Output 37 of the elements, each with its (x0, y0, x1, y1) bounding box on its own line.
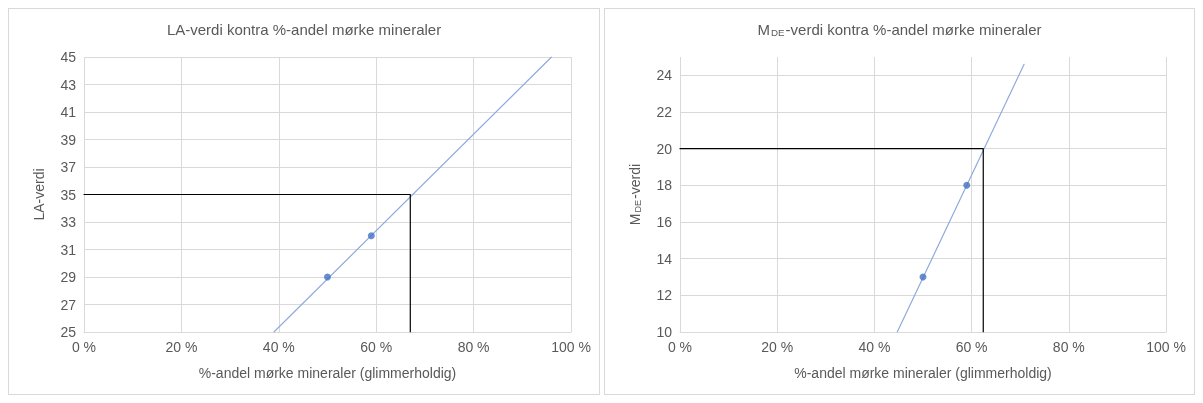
y-tick-label: 10 (656, 324, 673, 340)
y-tick-label: 14 (656, 250, 673, 267)
x-tick-label: 20 % (761, 339, 794, 355)
x-axis-title: %-andel mørke mineraler (glimmerholdig) (794, 365, 1052, 381)
x-tick-label: 100 % (1146, 339, 1186, 355)
y-tick-label: 43 (60, 76, 77, 93)
x-tick-label: 60 % (955, 339, 988, 355)
y-axis-title: LA-verdi (31, 168, 47, 221)
y-tick-label: 45 (60, 49, 77, 65)
x-tick-label: 60 % (360, 339, 393, 355)
y-tick-label: 16 (656, 214, 673, 230)
y-tick-label: 29 (60, 269, 77, 285)
x-tick-label: 0 % (667, 339, 693, 355)
y-tick-label: 39 (60, 131, 77, 148)
x-tick-label: 40 % (262, 339, 295, 355)
y-tick-label: 12 (656, 287, 673, 304)
y-tick-label: 33 (60, 214, 77, 230)
y-tick-label: 41 (60, 104, 77, 120)
y-tick-label: 31 (60, 241, 77, 258)
chart-title: LA-verdi kontra %-andel mørke mineraler (166, 21, 442, 38)
x-tick-label: 80 % (457, 339, 490, 355)
x-tick-label: 40 % (858, 339, 891, 355)
x-tick-label: 0 % (71, 339, 97, 355)
x-tick-label: 100 % (551, 339, 591, 355)
y-tick-label: 37 (60, 159, 77, 175)
x-tick-label: 80 % (1052, 339, 1085, 355)
y-tick-label: 22 (656, 104, 673, 120)
y-axis-title: MDE-verdi (627, 163, 643, 226)
y-tick-label: 24 (656, 67, 673, 84)
y-tick-label: 18 (656, 177, 673, 194)
y-tick-label: 25 (60, 324, 77, 340)
chart-title: MDE-verdi kontra %-andel mørke mineraler (757, 21, 1042, 38)
x-axis-title: %-andel mørke mineraler (glimmerholdig) (198, 365, 457, 381)
x-tick-label: 20 % (165, 339, 198, 355)
y-tick-label: 35 (60, 186, 77, 203)
y-tick-label: 20 (656, 140, 673, 157)
y-tick-label: 27 (60, 296, 77, 313)
